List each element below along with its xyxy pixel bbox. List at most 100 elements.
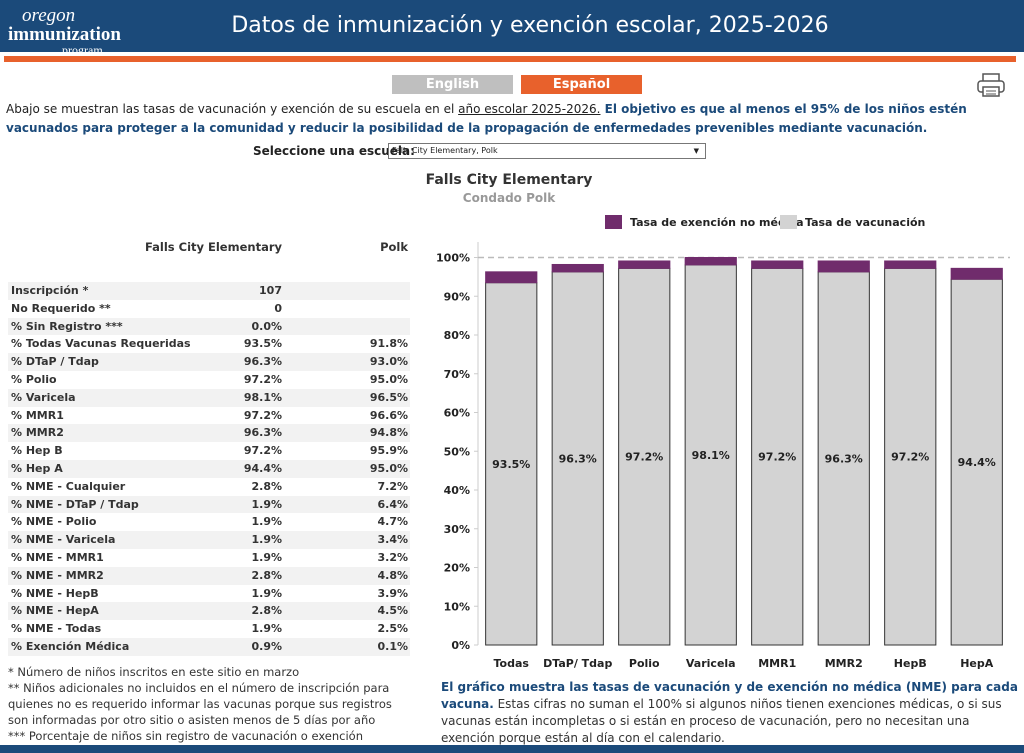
table-value: 2.8%	[251, 604, 282, 618]
logo-text: immunization	[8, 24, 121, 45]
school-select[interactable]: Falls City Elementary, Polk ▼	[388, 143, 706, 159]
row-label: % NME - MMR1	[11, 551, 104, 564]
exemption-bar	[950, 267, 1003, 280]
table-value: 4.8%	[377, 568, 408, 582]
y-tick-label: 40%	[444, 484, 470, 497]
table-value: 7.2%	[377, 479, 408, 493]
data-label: 97.2%	[625, 451, 663, 464]
table-value: 96.5%	[369, 390, 408, 404]
table-value: 2.8%	[251, 479, 282, 493]
exemption-bar	[684, 257, 737, 266]
language-button[interactable]: English	[392, 75, 513, 94]
y-tick-label: 0%	[451, 639, 470, 652]
legend-swatch	[780, 215, 797, 229]
legend-label: Tasa de vacunación	[805, 216, 925, 229]
page-title: Datos de inmunización y exención escolar…	[231, 13, 829, 38]
logo: oregon immunization program	[8, 6, 133, 56]
row-label: % NME - HepA	[11, 604, 99, 618]
table-row: % MMR2 96.3% 94.8%	[8, 424, 410, 443]
row-label: % Polio	[11, 373, 57, 386]
table-value: 4.7%	[377, 515, 408, 529]
dropdown-arrow: ▼	[693, 147, 699, 155]
legend-label: Tasa de exención no médica	[630, 216, 804, 229]
table-row: % Varicela 98.1% 96.5%	[8, 388, 410, 407]
table-value: 0.0%	[251, 319, 282, 333]
x-tick-label: HepA	[960, 657, 994, 670]
row-label: % NME - Cualquier	[11, 479, 126, 493]
table-value: 94.8%	[369, 426, 408, 440]
row-label: % Hep A	[11, 462, 63, 475]
table-value: 2.5%	[377, 622, 408, 636]
exemption-bar	[551, 263, 604, 273]
table-value: 93.5%	[243, 337, 282, 351]
intro-text: Abajo se muestran las tasas de vacunació…	[6, 100, 1011, 138]
table-value: 4.5%	[377, 604, 408, 618]
row-label: % MMR1	[11, 408, 64, 422]
county-name: Condado Polk	[462, 191, 556, 205]
data-label: 94.4%	[958, 456, 996, 469]
table-value: 91.8%	[369, 337, 408, 351]
exemption-bar	[817, 260, 870, 273]
footnotes: * Número de niños inscritos en este siti…	[8, 664, 408, 744]
y-tick-label: 50%	[444, 445, 470, 458]
row-label: % NME - DTaP / Tdap	[11, 497, 139, 511]
vaccination-bar	[884, 267, 937, 646]
print-button[interactable]	[976, 72, 1006, 98]
logo-text: program	[62, 43, 103, 57]
language-button[interactable]: Español	[521, 75, 642, 94]
table-row: % Exención Médica 0.9% 0.1%	[8, 638, 410, 656]
legend-swatch	[605, 215, 622, 229]
table-row: % NME - Todas 1.9% 2.5%	[8, 620, 410, 638]
table-value: 1.9%	[251, 497, 282, 511]
table-value: 95.0%	[369, 462, 408, 475]
table-value: 107	[259, 284, 282, 297]
table-row: % Sin Registro *** 0.0%	[8, 317, 410, 336]
table-value: 0.9%	[251, 640, 282, 653]
table-row: % NME - DTaP / Tdap 1.9% 6.4%	[8, 495, 410, 514]
x-tick-label: Todas	[494, 657, 530, 670]
exemption-bar	[751, 260, 804, 269]
table-value: 0.1%	[377, 640, 408, 653]
row-label: % Sin Registro ***	[11, 319, 123, 333]
row-label: % NME - Varicela	[11, 533, 116, 547]
y-tick-label: 90%	[444, 290, 470, 303]
table-value: 1.9%	[251, 515, 282, 529]
vaccination-bar	[817, 271, 870, 646]
row-label: % MMR2	[11, 426, 64, 440]
table-value: 2.8%	[251, 568, 282, 582]
table-value: 1.9%	[251, 622, 282, 636]
select-value: Falls City Elementary, Polk	[392, 146, 498, 155]
intro-link: año escolar 2025-2026.	[458, 102, 601, 116]
x-tick-label: Polio	[629, 657, 660, 670]
header-bar	[0, 0, 1024, 52]
table-row: % NME - MMR1 1.9% 3.2%	[8, 549, 410, 567]
row-label: No Requerido **	[11, 301, 111, 315]
data-label: 98.1%	[692, 449, 730, 462]
table-value: 95.9%	[369, 444, 408, 458]
table-value: 3.9%	[377, 586, 408, 600]
vaccination-bar	[751, 267, 804, 646]
table-value: 0	[274, 301, 282, 315]
row-label: % NME - Polio	[11, 515, 97, 529]
table-row: % DTaP / Tdap 96.3% 93.0%	[8, 353, 410, 371]
chart-caption: El gráfico muestra las tasas de vacunaci…	[441, 679, 1019, 747]
data-label: 96.3%	[825, 452, 863, 465]
footer-bar	[0, 745, 1024, 753]
row-label: % NME - HepB	[11, 586, 99, 600]
vaccination-bar	[485, 282, 538, 646]
footnote: *** Porcentaje de niños sin registro de …	[8, 729, 363, 743]
x-tick-label: MMR2	[825, 657, 863, 670]
table-row: % Todas Vacunas Requeridas 93.5% 91.8%	[8, 335, 410, 353]
y-tick-label: 10%	[444, 600, 470, 613]
logo-text: oregon	[22, 5, 76, 26]
table-value: 96.3%	[243, 355, 282, 369]
table-value: 97.2%	[243, 373, 282, 386]
footnote: ** Niños adicionales no incluidos en el …	[8, 681, 392, 727]
table-value: 93.0%	[369, 355, 408, 369]
vaccination-bar	[950, 278, 1003, 646]
table-value: 98.1%	[243, 390, 282, 404]
table-row: % NME - MMR2 2.8% 4.8%	[8, 566, 410, 585]
table-row: % MMR1 97.2% 96.6%	[8, 407, 410, 425]
table-row: % NME - Cualquier 2.8% 7.2%	[8, 478, 410, 496]
